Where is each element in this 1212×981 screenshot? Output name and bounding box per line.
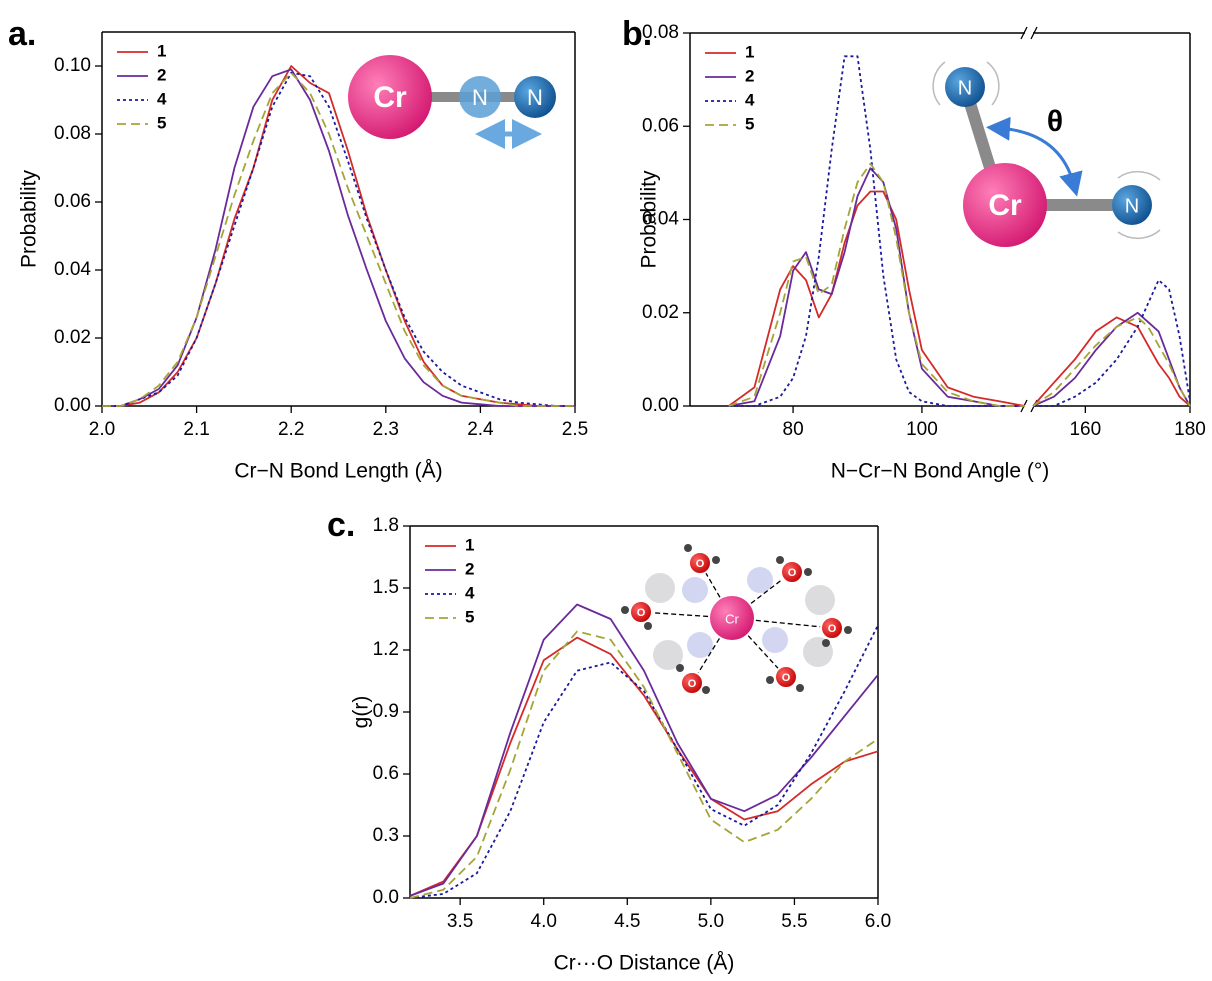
data-line (102, 68, 575, 407)
y-tick-label: 0.04 (54, 259, 91, 280)
data-line (409, 636, 879, 897)
legend-label: 5 (465, 607, 474, 626)
x-tick-label: 2.4 (467, 419, 494, 440)
legend-label: 4 (157, 89, 167, 108)
x-tick-label: 2.3 (373, 419, 399, 440)
y-tick-label: 1.8 (373, 515, 399, 536)
data-line (409, 630, 879, 899)
legend-label: 5 (745, 114, 754, 133)
inset-label: O (637, 607, 646, 619)
x-tick-label: 3.5 (447, 911, 473, 932)
y-tick-label: 1.5 (373, 577, 399, 598)
legend-label: 1 (157, 41, 166, 60)
x-tick-label: 180 (1174, 419, 1206, 440)
y-tick-label: 0.06 (642, 115, 679, 136)
panel-label: a. (8, 15, 36, 53)
data-line (409, 624, 879, 899)
y-tick-label: 0.08 (54, 123, 91, 144)
data-line (728, 190, 1191, 407)
legend-label: 5 (157, 113, 166, 132)
data-line (102, 65, 575, 407)
inset-label: O (782, 672, 791, 684)
x-tick-label: 160 (1069, 419, 1101, 440)
inset-label: N (472, 85, 488, 110)
y-tick-label: 0.02 (54, 327, 91, 348)
x-tick-label: 2.0 (89, 419, 115, 440)
data-line (728, 167, 1191, 407)
data-line (728, 55, 1191, 407)
x-axis-title: Cr−N Bond Length (Å) (234, 460, 442, 483)
inset-a: Cr N N (348, 55, 556, 149)
x-tick-label: 4.5 (614, 911, 640, 932)
legend-label: 2 (157, 65, 166, 84)
x-tick-label: 2.1 (183, 419, 209, 440)
inset-c: Cr O O O O O O (621, 544, 852, 695)
y-tick-label: 0.10 (54, 55, 91, 76)
inset-label: O (788, 567, 797, 579)
x-tick-label: 80 (783, 419, 804, 440)
x-axis-title: Cr···O Distance (Å) (554, 952, 735, 975)
y-tick-label: 0.06 (54, 191, 91, 212)
inset-label: O (828, 623, 837, 635)
legend-label: 4 (745, 90, 755, 109)
x-tick-label: 5.0 (698, 911, 724, 932)
x-tick-label: 2.5 (562, 419, 588, 440)
inset-label: N (1125, 195, 1139, 217)
data-line (102, 71, 575, 407)
x-tick-label: 6.0 (865, 911, 891, 932)
data-line (728, 162, 1191, 407)
panel-label: c. (327, 506, 355, 544)
legend-label: 1 (745, 42, 754, 61)
legend-label: 4 (465, 583, 475, 602)
y-tick-label: 0.00 (642, 395, 679, 416)
x-axis-title: N−Cr−N Bond Angle (°) (831, 460, 1050, 483)
y-axis-title: g(r) (350, 696, 373, 729)
y-tick-label: 0.3 (373, 825, 399, 846)
data-line (102, 71, 575, 407)
inset-label: N (958, 77, 972, 99)
x-tick-label: 5.5 (781, 911, 807, 932)
inset-label: O (688, 678, 697, 690)
x-tick-label: 4.0 (531, 911, 557, 932)
axis-break (1020, 26, 1038, 40)
y-tick-label: 0.08 (642, 22, 679, 43)
y-axis-title: Probability (638, 170, 661, 269)
panel-label: b. (622, 15, 652, 53)
inset-label: Cr (988, 189, 1022, 222)
legend-label: 1 (465, 535, 474, 554)
y-tick-label: 0.00 (54, 395, 91, 416)
inset-label: O (696, 558, 705, 570)
y-tick-label: 0.6 (373, 763, 399, 784)
legend-label: 2 (465, 559, 474, 578)
inset-label: θ (1047, 105, 1063, 138)
legend-label: 2 (745, 66, 754, 85)
inset-label: Cr (373, 81, 407, 114)
x-tick-label: 100 (906, 419, 938, 440)
inset-label: N (527, 85, 543, 110)
y-tick-label: 0.9 (373, 701, 399, 722)
y-axis-title: Probability (18, 169, 41, 268)
y-tick-label: 0.04 (642, 209, 679, 230)
y-tick-label: 0.0 (373, 887, 399, 908)
y-tick-label: 0.02 (642, 302, 679, 323)
inset-label: Cr (725, 611, 739, 626)
inset-b: N θ Cr N (932, 61, 1161, 247)
y-tick-label: 1.2 (373, 639, 399, 660)
x-tick-label: 2.2 (278, 419, 304, 440)
